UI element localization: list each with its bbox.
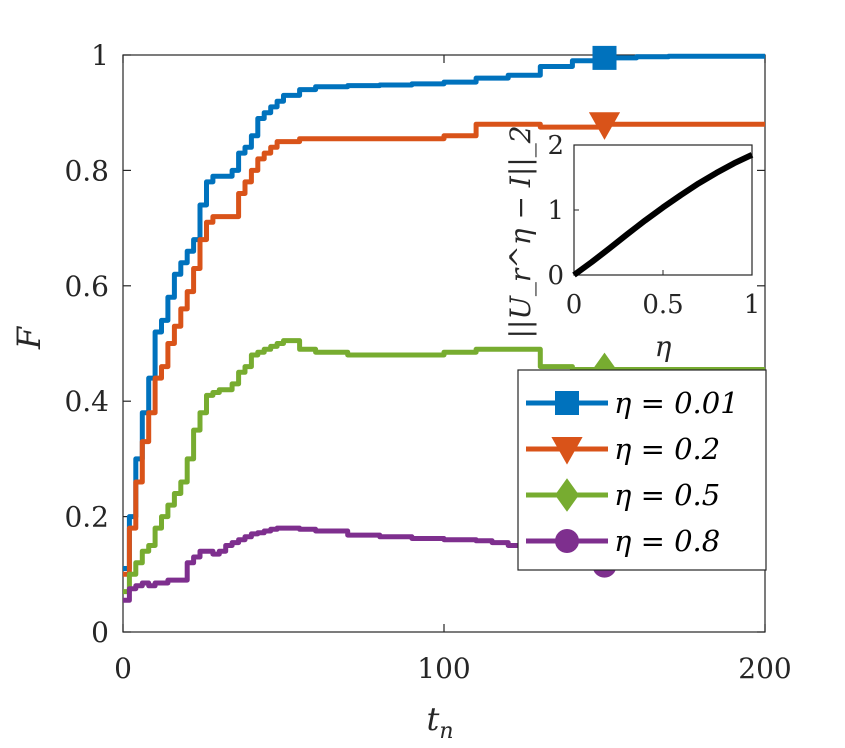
y-tick-label: 1: [91, 39, 109, 72]
inset-series-line: [572, 152, 754, 278]
x-axis-title: tn: [426, 700, 453, 744]
y-tick-label: 0.6: [64, 270, 109, 303]
legend-marker-4: [555, 529, 579, 553]
y-tick-label: 0.8: [64, 154, 109, 187]
inset-y-tick-label: 2: [547, 131, 564, 161]
series-line-4: [123, 525, 765, 603]
series-marker-1: [592, 45, 617, 70]
x-axis-title-sub: n: [439, 719, 453, 744]
main-series: [123, 53, 765, 603]
inset-chart: 0 1 2 0 0.5 1 η ||U_r^η − I||_2: [504, 125, 760, 363]
legend-marker-3: [555, 478, 579, 512]
inset-x-tick-label: 0.5: [642, 290, 683, 320]
inset-y-tick-label: 1: [547, 196, 564, 226]
x-tick-label: 200: [738, 652, 791, 685]
series-line-1: [123, 53, 765, 571]
y-axis-title: F: [10, 325, 48, 350]
inset-y-axis-title: ||U_r^η − I||_2: [504, 125, 537, 338]
legend-label-1: η = 0.01: [614, 386, 739, 420]
inset-x-tick-label: 1: [744, 290, 761, 320]
legend-label-4: η = 0.8: [614, 524, 720, 558]
y-tick-label: 0: [91, 616, 109, 649]
inset-y-tick-label: 0: [547, 261, 564, 291]
x-tick-label: 0: [114, 652, 132, 685]
inset-x-tick-label: 0: [566, 290, 583, 320]
y-tick-label: 0.2: [64, 501, 109, 534]
x-tick-label: 100: [417, 652, 470, 685]
legend-label-3: η = 0.5: [614, 478, 720, 512]
y-tick-label: 0.4: [64, 385, 109, 418]
x-axis-title-main: t: [426, 700, 439, 738]
legend-marker-2: [551, 437, 583, 465]
series-marker-2: [588, 112, 621, 140]
series-line-3: [123, 338, 765, 595]
series-line-2: [123, 121, 765, 577]
inset-x-axis-title: η: [655, 330, 672, 363]
inset-ticks: 0 1 2 0 0.5 1: [547, 131, 760, 320]
inset-series: [572, 152, 754, 278]
legend: η = 0.01 η = 0.2 η = 0.5 η = 0.8: [517, 369, 767, 571]
main-ticks: 00.20.40.60.810 100 200: [64, 39, 791, 685]
legend-marker-1: [555, 391, 579, 415]
legend-label-2: η = 0.2: [614, 432, 720, 466]
